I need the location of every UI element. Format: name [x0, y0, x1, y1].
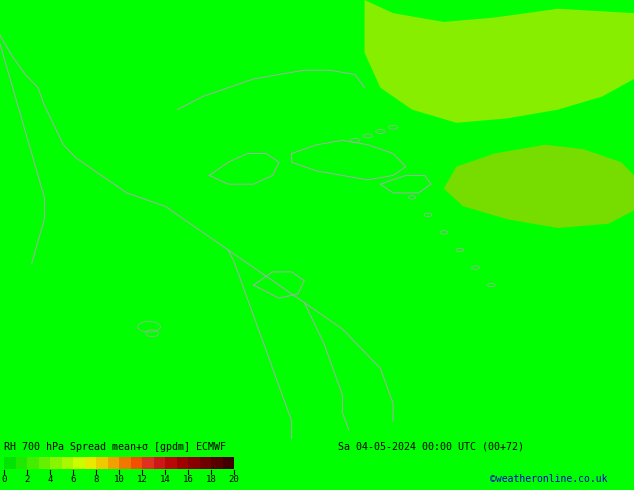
Text: 16: 16 [183, 474, 193, 484]
Text: 4: 4 [48, 474, 53, 484]
Bar [119, 457, 131, 469]
Polygon shape [365, 0, 634, 123]
Bar [27, 457, 39, 469]
Text: 20: 20 [229, 474, 240, 484]
Bar [165, 457, 176, 469]
Text: 0: 0 [1, 474, 7, 484]
Bar [131, 457, 142, 469]
Text: 10: 10 [113, 474, 124, 484]
Bar [176, 457, 188, 469]
Text: 18: 18 [205, 474, 216, 484]
Bar [84, 457, 96, 469]
Bar [200, 457, 211, 469]
Bar [153, 457, 165, 469]
Text: 14: 14 [160, 474, 171, 484]
Bar [211, 457, 223, 469]
Text: 2: 2 [24, 474, 30, 484]
Bar [50, 457, 61, 469]
Polygon shape [444, 145, 634, 228]
Text: 6: 6 [70, 474, 75, 484]
Bar [223, 457, 234, 469]
Text: 8: 8 [93, 474, 99, 484]
Bar [108, 457, 119, 469]
Bar [188, 457, 200, 469]
Text: ©weatheronline.co.uk: ©weatheronline.co.uk [490, 474, 607, 484]
Bar [15, 457, 27, 469]
Text: RH 700 hPa Spread mean+σ [gpdm] ECMWF: RH 700 hPa Spread mean+σ [gpdm] ECMWF [4, 441, 226, 452]
Bar [4, 457, 15, 469]
Bar [39, 457, 50, 469]
Bar [61, 457, 73, 469]
Bar [96, 457, 108, 469]
Bar [142, 457, 153, 469]
Text: 12: 12 [136, 474, 147, 484]
Bar [73, 457, 84, 469]
Text: Sa 04-05-2024 00:00 UTC (00+72): Sa 04-05-2024 00:00 UTC (00+72) [338, 441, 524, 452]
